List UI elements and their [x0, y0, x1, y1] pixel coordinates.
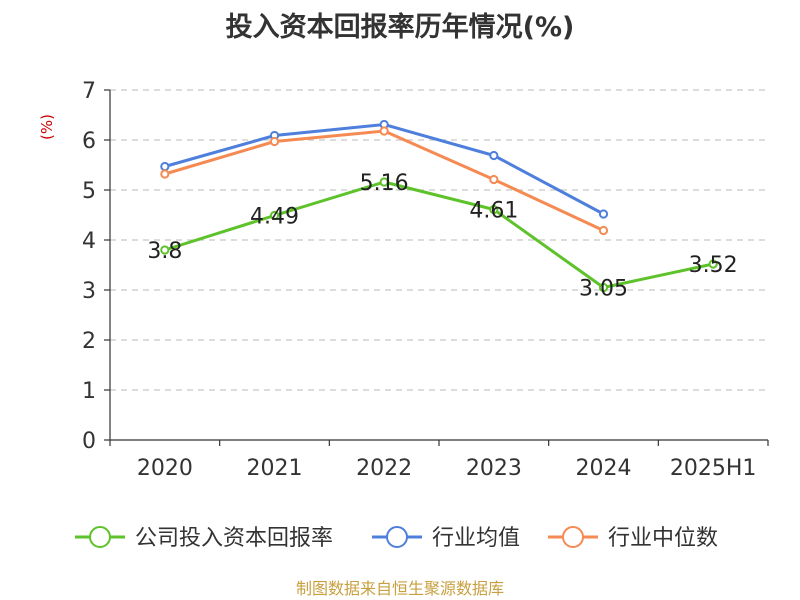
x-tick-label: 2023 — [466, 456, 522, 481]
y-tick-label: 6 — [82, 129, 96, 154]
data-point — [489, 174, 499, 185]
y-tick-label: 2 — [82, 329, 96, 354]
data-labels: 3.8 4.49 5.16 4.61 3.05 3.52 — [147, 171, 737, 302]
data-point — [598, 209, 609, 219]
data-point — [160, 161, 170, 172]
x-tick-label: 2021 — [247, 456, 303, 481]
y-tick-label: 7 — [82, 79, 96, 104]
data-point — [269, 136, 280, 147]
y-tick-label: 4 — [82, 229, 96, 254]
data-point — [379, 126, 389, 136]
chart-title: 投入资本回报率历年情况(%) — [226, 11, 575, 43]
series-line — [164, 180, 714, 289]
legend-swatch-marker — [386, 526, 408, 548]
y-tick-label: 0 — [82, 429, 96, 454]
data-point — [379, 177, 389, 187]
legend-swatch-marker — [562, 526, 584, 548]
x-tick-labels: 2020 2021 2022 2023 2024 2025H1 — [137, 456, 757, 481]
data-label: 4.61 — [469, 199, 518, 224]
data-label: 5.16 — [360, 171, 409, 196]
legend: 公司投入资本回报率 行业均值 行业中位数 — [75, 526, 718, 551]
data-point — [489, 204, 499, 215]
y-tick-label: 5 — [82, 179, 96, 204]
y-tick-label: 3 — [82, 279, 96, 304]
data-point — [598, 282, 609, 293]
legend-label: 行业均值 — [432, 526, 520, 551]
data-point — [598, 225, 609, 236]
data-point — [489, 150, 499, 161]
data-label: 3.8 — [147, 239, 182, 264]
data-label: 3.05 — [579, 277, 628, 302]
y-axis-label: (%) — [38, 114, 56, 140]
data-point — [160, 169, 170, 179]
data-point — [160, 245, 170, 255]
gridlines — [110, 89, 768, 391]
data-label: 4.49 — [250, 205, 299, 230]
legend-label: 行业中位数 — [608, 526, 718, 551]
data-point — [708, 259, 718, 269]
data-label: 3.52 — [689, 253, 738, 278]
legend-swatch-marker — [89, 526, 111, 548]
data-point — [269, 210, 280, 221]
series-layer — [160, 119, 718, 293]
axes — [104, 89, 769, 446]
y-tick-labels: 0 1 2 3 4 5 6 7 — [82, 79, 96, 454]
x-tick-label: 2024 — [576, 456, 632, 481]
x-tick-label: 2022 — [356, 456, 412, 481]
x-tick-label: 2020 — [137, 456, 193, 481]
x-tick-label: 2025H1 — [670, 456, 757, 481]
source-note: 制图数据来自恒生聚源数据库 — [296, 579, 504, 598]
legend-label: 公司投入资本回报率 — [135, 526, 333, 551]
y-tick-label: 1 — [82, 379, 96, 404]
